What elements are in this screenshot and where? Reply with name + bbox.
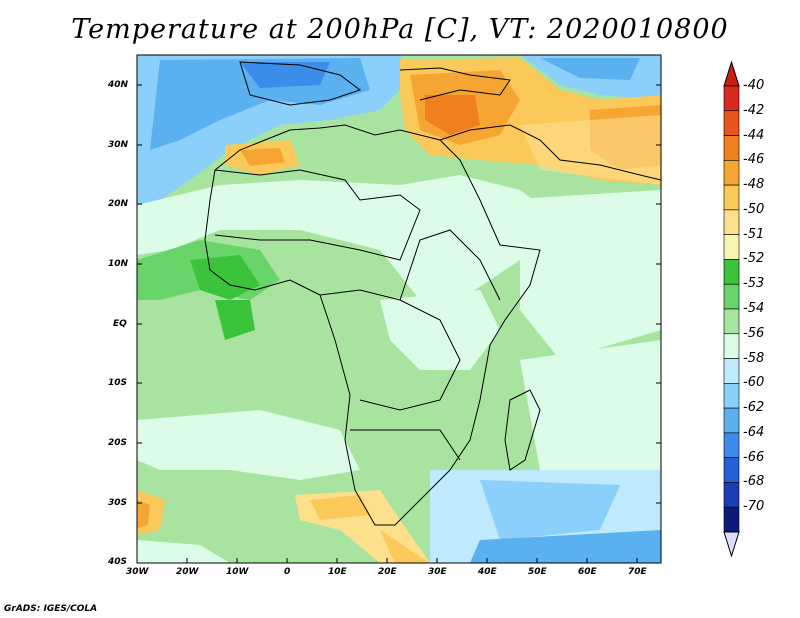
colorbar-tick-label: -53 [743,276,765,292]
colorbar-tick-label: -54 [743,301,765,316]
colorbar-tick-label: -64 [743,424,765,440]
lat-label-30s: 30S [108,498,128,508]
colorbar-tick-label: -50 [743,201,765,217]
colorbar-tick-label: -58 [743,350,765,366]
colorbar-swatch [723,110,740,136]
lat-label-40n: 40N [108,80,129,90]
colorbar-tick-label: -46 [743,152,765,168]
colorbar-swatch [723,358,740,384]
colorbar-tick-label: -66 [743,449,765,465]
lat-label-10s: 10S [108,378,128,388]
colorbar-swatch [723,383,740,409]
colorbar-tick-label: -56 [743,325,765,341]
colorbar-swatch [723,333,740,359]
colorbar-tick-label: -68 [743,474,765,490]
colorbar-tick-label: -42 [743,102,765,118]
colorbar-tick-label: -62 [743,400,765,416]
colorbar-swatch [723,234,740,260]
map-frame [136,54,662,564]
lat-label-eq: EQ [113,319,127,329]
lon-label-10e: 10E [328,567,347,577]
map-title: Temperature at 200hPa [C], VT: 202001080… [71,14,729,45]
colorbar-swatch [723,85,740,112]
coastlines [204,61,661,526]
colorbar-tick-label: -51 [743,226,765,242]
lon-label-20e: 20E [378,567,397,577]
temperature-field [137,55,661,563]
colorbar-swatch [723,308,740,335]
colorbar-bottom-arrow [723,531,740,558]
colorbar-swatch [723,506,740,533]
colorbar-swatch [723,259,740,285]
colorbar-swatch [723,184,740,211]
lat-label-20n: 20N [108,199,129,209]
colorbar-swatch [723,407,740,434]
lat-label-10n: 10N [108,259,129,269]
colorbar-tick-label: -60 [743,375,765,391]
lon-label-0: 0 [284,567,291,577]
lon-label-40e: 40E [478,567,497,577]
colorbar-tick-label: -48 [743,177,765,193]
lon-label-30w: 30W [126,567,149,577]
lon-label-70e: 70E [628,567,647,577]
colorbar [723,60,740,558]
colorbar-tick-label: -40 [743,78,765,93]
colorbar-tick-label: -44 [743,127,765,143]
lat-label-20s: 20S [108,438,128,448]
colorbar-swatch [723,135,740,161]
colorbar-tick-label: -70 [743,499,765,515]
colorbar-tick-label: -52 [743,251,765,267]
lon-label-20w: 20W [176,567,199,577]
colorbar-swatch [723,482,740,508]
colorbar-top-arrow [723,60,740,87]
colorbar-swatch [723,160,740,186]
colorbar-swatch [723,283,740,310]
lon-label-10w: 10W [226,567,249,577]
lon-label-50e: 50E [528,567,547,577]
credit-text: GrADS: IGES/COLA [4,604,98,614]
colorbar-swatch [723,457,740,483]
lat-label-40s: 40S [108,557,128,567]
lon-label-60e: 60E [578,567,597,577]
axis-ticks [137,84,661,563]
colorbar-swatch [723,209,740,235]
colorbar-swatch [723,432,740,458]
lon-label-30e: 30E [428,567,447,577]
lat-label-30n: 30N [108,140,129,150]
